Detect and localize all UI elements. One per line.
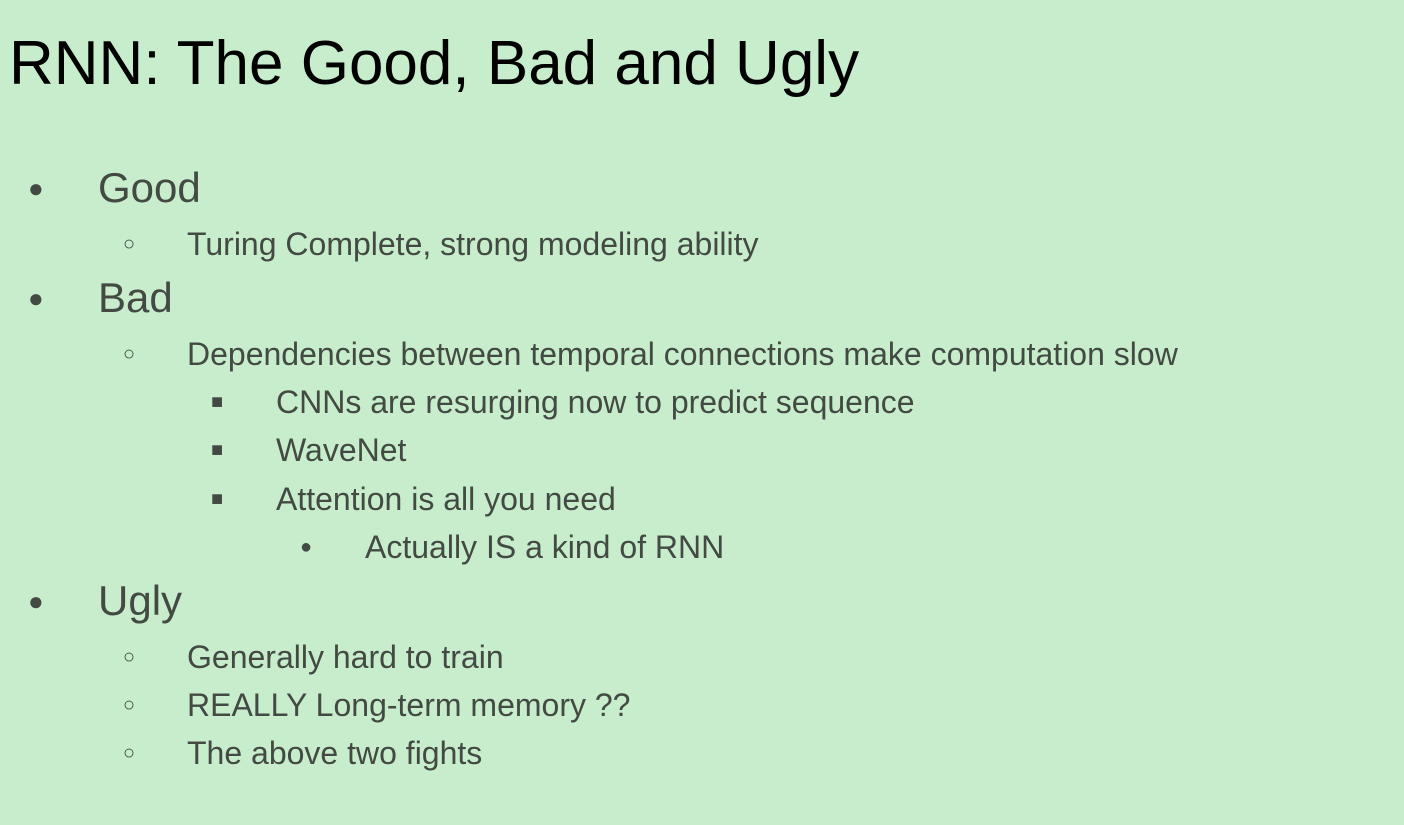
- level-4-bullet-actually-rnn: ● Actually IS a kind of RNN: [0, 527, 1404, 567]
- hollow-circle-bullet-icon: ○: [123, 646, 136, 668]
- sub-bullet-turing-complete: ○ Turing Complete, strong modeling abili…: [0, 224, 1404, 264]
- sub-bullet-two-fights: ○ The above two fights: [0, 733, 1404, 773]
- hollow-circle-bullet-icon: ○: [123, 343, 136, 365]
- sub-bullet-label: Turing Complete, strong modeling ability: [187, 226, 759, 262]
- sub-sub-bullet-label: Attention is all you need: [276, 481, 616, 517]
- sub-bullet-label: Generally hard to train: [187, 639, 504, 675]
- bullet-bad-label: Bad: [98, 274, 173, 321]
- bullet-ugly-label: Ugly: [98, 577, 183, 624]
- filled-circle-bullet-icon: ●: [28, 283, 44, 313]
- hollow-circle-bullet-icon: ○: [123, 233, 136, 255]
- sub-sub-bullet-wavenet: ■ WaveNet: [0, 430, 1404, 470]
- sub-bullet-label: Dependencies between temporal connection…: [187, 336, 1178, 372]
- sub-bullet-long-term-memory: ○ REALLY Long-term memory ??: [0, 685, 1404, 725]
- filled-circle-bullet-icon: ●: [28, 586, 44, 616]
- hollow-circle-bullet-icon: ○: [123, 694, 136, 716]
- level-4-bullet-label: Actually IS a kind of RNN: [365, 529, 725, 565]
- sub-sub-bullet-cnns: ■ CNNs are resurging now to predict sequ…: [0, 382, 1404, 422]
- sub-bullet-label: The above two fights: [187, 735, 483, 771]
- sub-sub-bullet-label: WaveNet: [276, 432, 407, 468]
- sub-bullet-dependencies: ○ Dependencies between temporal connecti…: [0, 334, 1404, 374]
- square-bullet-icon: ■: [211, 488, 224, 510]
- bullet-good-label: Good: [98, 164, 201, 211]
- bullet-ugly: ● Ugly: [0, 576, 1404, 626]
- sub-bullet-label: REALLY Long-term memory ??: [187, 687, 631, 723]
- square-bullet-icon: ■: [211, 439, 224, 461]
- bullet-good: ● Good: [0, 163, 1404, 213]
- sub-sub-bullet-label: CNNs are resurging now to predict sequen…: [276, 384, 915, 420]
- filled-circle-bullet-icon: ●: [28, 173, 44, 203]
- sub-sub-bullet-attention: ■ Attention is all you need: [0, 479, 1404, 519]
- bullet-bad: ● Bad: [0, 273, 1404, 323]
- filled-circle-bullet-icon: ●: [300, 536, 313, 558]
- slide-title: RNN: The Good, Bad and Ugly: [9, 29, 860, 98]
- hollow-circle-bullet-icon: ○: [123, 742, 136, 764]
- square-bullet-icon: ■: [211, 391, 224, 413]
- sub-bullet-hard-to-train: ○ Generally hard to train: [0, 637, 1404, 677]
